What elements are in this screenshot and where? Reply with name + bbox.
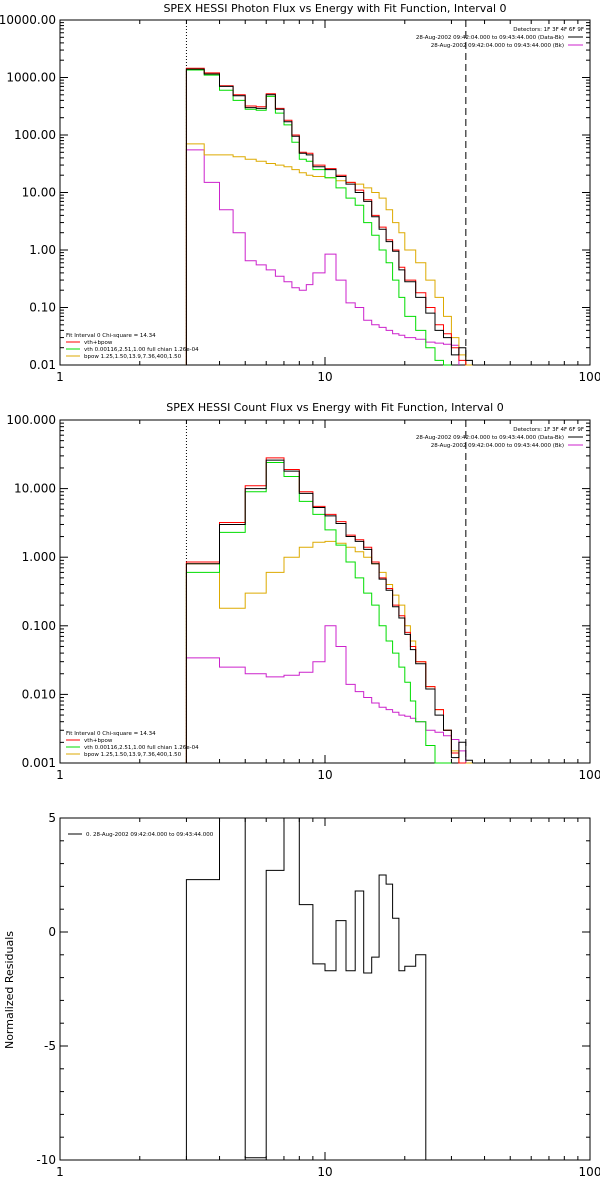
panel1-title: SPEX HESSI Photon Flux vs Energy with Fi… <box>163 2 506 15</box>
y-tick-label: 0.001 <box>22 756 56 770</box>
vth-series <box>185 462 452 764</box>
vth-series <box>185 69 452 366</box>
legend-entry-text: 28-Aug-2002 09:42:04.000 to 09:43:44.000… <box>416 435 564 441</box>
fit-legend-text: Fit Interval 0 Chi-square = 14.34 <box>66 333 156 339</box>
y-tick-label: 5 <box>48 811 56 825</box>
fit-legend-text: vth 0.00116,2.51,1.00 full chian 1.26e-0… <box>84 347 199 353</box>
plot-frame <box>59 817 591 1161</box>
y-tick-label: 1.000 <box>22 550 56 564</box>
x-tick-label: 100 <box>579 370 600 384</box>
bpow-series <box>185 540 473 764</box>
y-tick-label: 100.000 <box>6 413 56 427</box>
plot-frame <box>59 19 591 366</box>
panel3-ylabel: Normalized Residuals <box>3 931 16 1049</box>
legend-entry-text: 28-Aug-2002 09:42:04.000 to 09:43:44.000… <box>431 43 564 49</box>
plot-frame <box>59 419 591 764</box>
panel3-plot: 1 10 100 -10 -5 0 5 0. 28-Aug-2002 09:42:04.000… <box>36 811 600 1179</box>
data-series <box>185 459 473 763</box>
y-tick-label: 100.00 <box>14 128 56 142</box>
vth-bpow-series <box>185 457 466 764</box>
panel1-plot: 1 10 100 0.01 0.10 1.00 10.00 100.00 1000.00 1000… <box>0 13 600 384</box>
fit-legend-text: Fit Interval 0 Chi-square = 14.34 <box>66 731 156 737</box>
x-tick-label: 10 <box>317 370 332 384</box>
y-tick-label: 0.100 <box>22 619 56 633</box>
legend-entry-text: 28-Aug-2002 09:42:04.000 to 09:43:44.000… <box>416 35 564 41</box>
y-tick-label: 10.00 <box>22 186 56 200</box>
residuals-legend-text: 0. 28-Aug-2002 09:42:04.000 to 09:43:44.… <box>86 832 214 838</box>
bk-series <box>185 625 467 763</box>
x-tick-label: 1 <box>56 370 64 384</box>
fit-legend-text: bpow 1.25,1.50,13.9,7.36,400,1.50 <box>84 354 182 360</box>
bk-series <box>185 149 460 365</box>
vth-bpow-series <box>185 67 467 365</box>
x-tick-label: 10 <box>317 1165 332 1179</box>
x-tick-label: 100 <box>579 1165 600 1179</box>
y-tick-label: -5 <box>44 1039 56 1053</box>
y-tick-label: 0.010 <box>22 687 56 701</box>
panel2-title: SPEX HESSI Count Flux vs Energy with Fit… <box>166 401 503 414</box>
y-tick-label: -10 <box>36 1153 56 1167</box>
x-tick-label: 1 <box>56 768 64 782</box>
photon-flux-panel: SPEX HESSI Photon Flux vs Energy with Fi… <box>0 2 600 384</box>
data-series <box>185 68 473 365</box>
x-tick-label: 10 <box>317 768 332 782</box>
fit-legend-text: vth+bpow <box>84 340 113 346</box>
fit-legend-text: vth 0.00116,2.51,1.00 full chian 1.26e-0… <box>84 745 199 751</box>
x-tick-label: 100 <box>579 768 600 782</box>
residuals-panel: Normalized Residuals 1 10 100 -10 -5 0 5 0. 28-… <box>3 811 600 1179</box>
legend-entry-text: 28-Aug-2002 09:42:04.000 to 09:43:44.000… <box>431 443 564 449</box>
y-tick-label: 10.000 <box>14 482 56 496</box>
count-flux-panel: SPEX HESSI Count Flux vs Energy with Fit… <box>6 401 600 782</box>
y-tick-label: 10000.00 <box>0 13 56 27</box>
y-tick-label: 0.10 <box>29 301 56 315</box>
fit-legend-text: bpow 1.25,1.50,13.9,7.36,400,1.50 <box>84 752 182 758</box>
y-tick-label: 0 <box>48 925 56 939</box>
residuals-series <box>185 817 427 1160</box>
x-tick-label: 1 <box>56 1165 64 1179</box>
panel2-plot: 1 10 100 0.001 0.010 0.100 1.000 10.000 100.000 D… <box>6 413 600 782</box>
fit-legend-text: vth+bpow <box>84 738 113 744</box>
detectors-label: Detectors: 1F 3F 4F 6F 9F <box>513 427 584 433</box>
detectors-label: Detectors: 1F 3F 4F 6F 9F <box>513 27 584 33</box>
y-tick-label: 1.00 <box>29 243 56 257</box>
y-tick-label: 1000.00 <box>6 71 56 85</box>
y-tick-label: 0.01 <box>29 358 56 372</box>
